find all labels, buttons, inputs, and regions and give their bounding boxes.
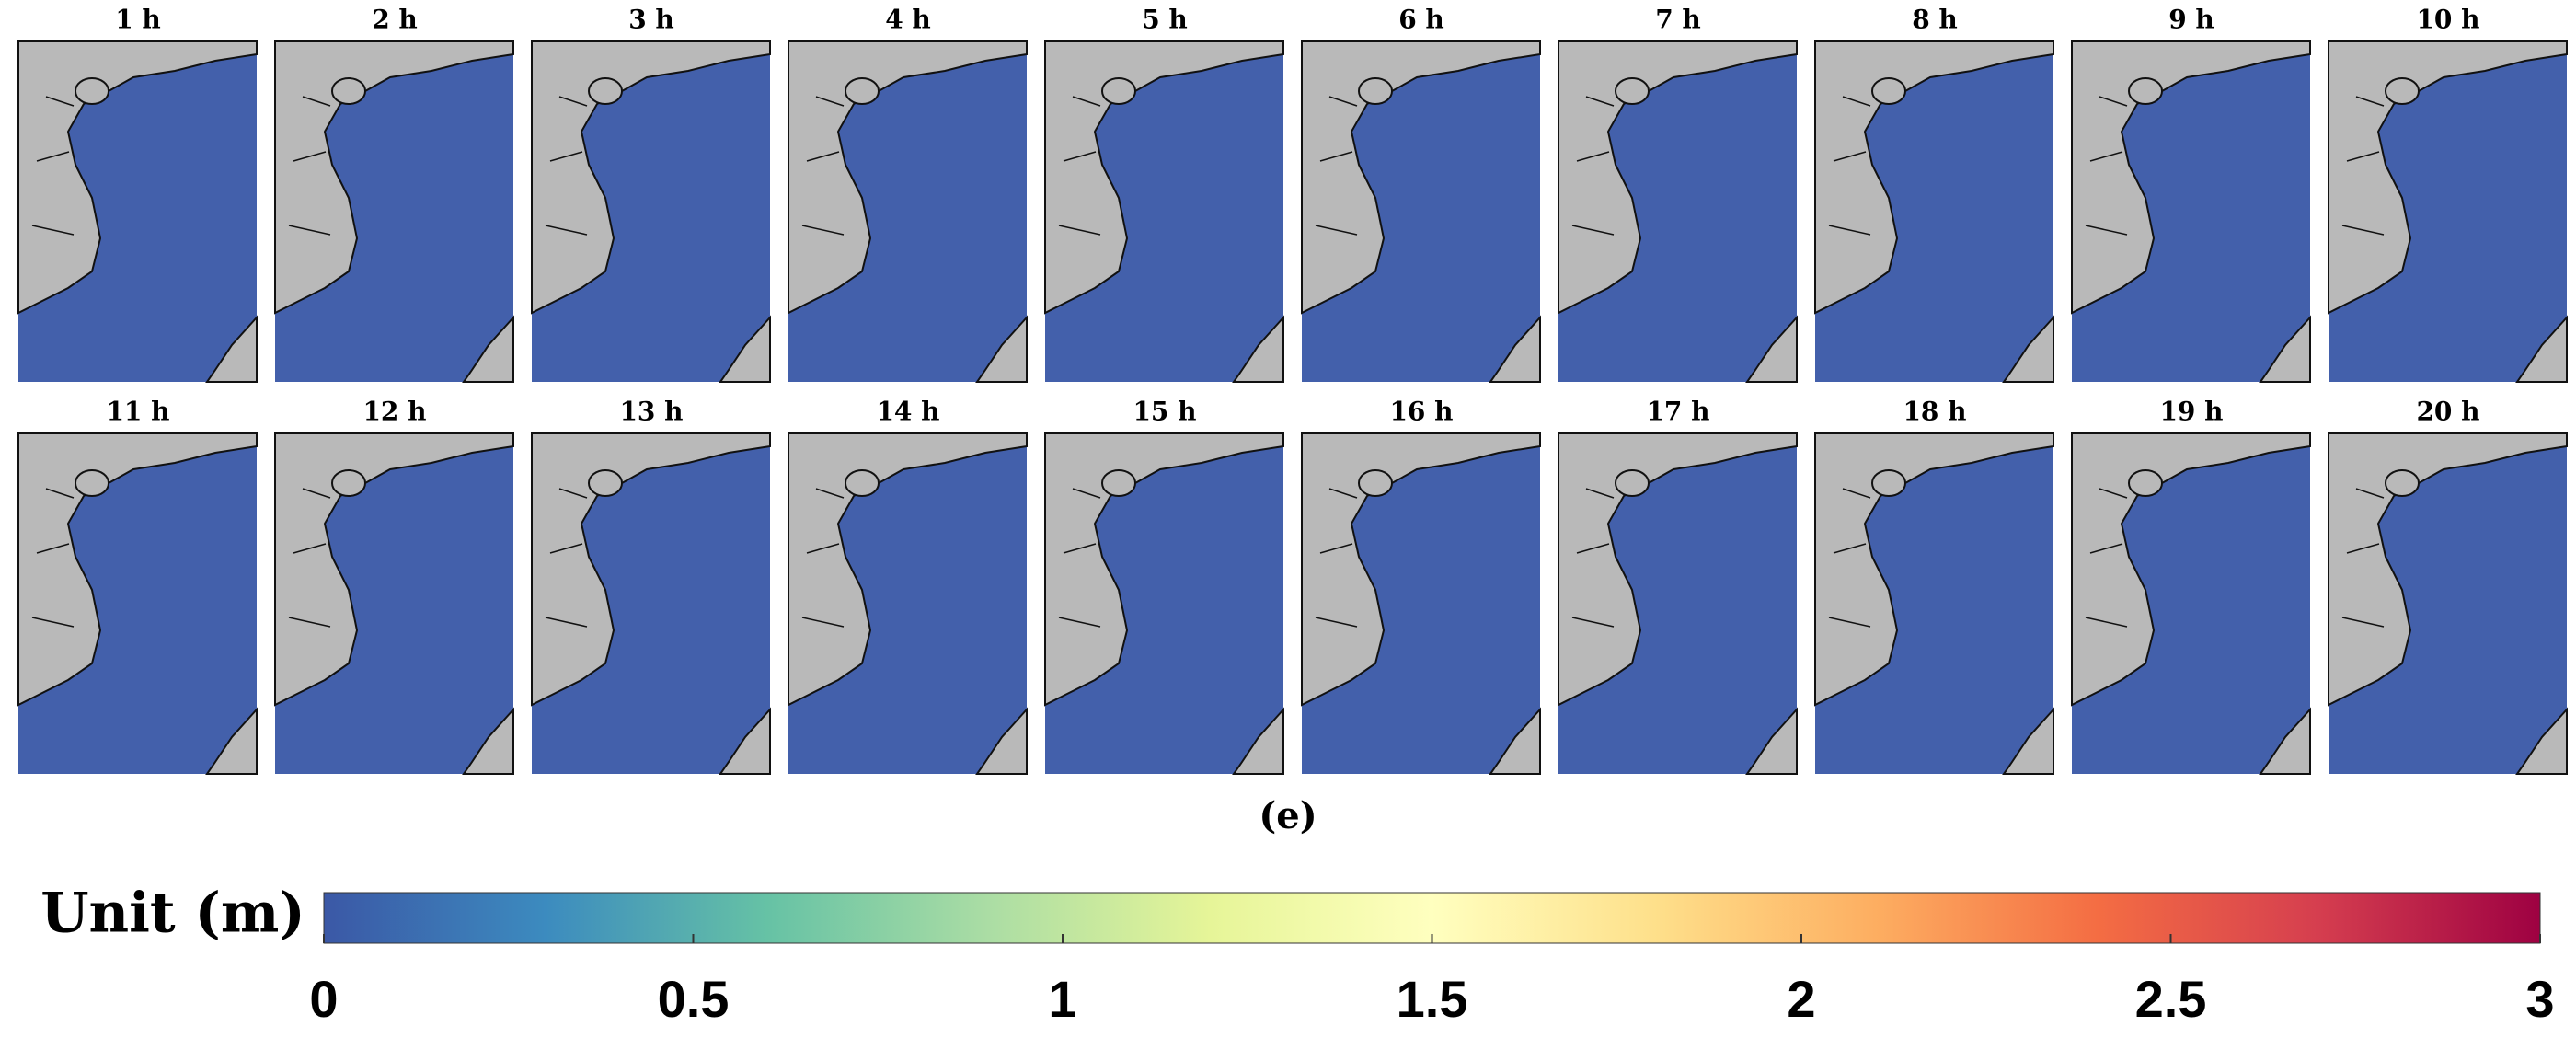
panel-title: 2 h xyxy=(372,5,418,35)
map-panel xyxy=(531,40,771,383)
caption: (e) xyxy=(1259,794,1317,837)
panel-title: 15 h xyxy=(1133,397,1196,427)
map-panel xyxy=(1814,40,2054,383)
colorbar-tick-label: 1 xyxy=(1048,970,1076,1028)
panel-title: 4 h xyxy=(885,5,931,35)
map-panel xyxy=(2071,432,2311,775)
colorbar-label: Unit (m) xyxy=(40,882,305,946)
panel-title: 10 h xyxy=(2416,5,2479,35)
map-panel xyxy=(788,40,1028,383)
panel-title: 5 h xyxy=(1142,5,1188,35)
panel-title: 20 h xyxy=(2416,397,2479,427)
map-panel xyxy=(1044,432,1284,775)
map-panel xyxy=(1044,40,1284,383)
map-panel xyxy=(1558,40,1798,383)
map-panel xyxy=(2328,432,2568,775)
map-panel xyxy=(531,432,771,775)
map-panel xyxy=(17,40,258,383)
panel-title: 1 h xyxy=(115,5,161,35)
panel-title: 9 h xyxy=(2168,5,2214,35)
colorbar-tick-label: 2 xyxy=(1787,970,1815,1028)
panel-title: 18 h xyxy=(1903,397,1966,427)
colorbar-tick-label: 0 xyxy=(309,970,338,1028)
colorbar-tick-label: 1.5 xyxy=(1397,970,1468,1028)
panel-title: 12 h xyxy=(362,397,426,427)
map-panel xyxy=(1814,432,2054,775)
colorbar-tick-label: 2.5 xyxy=(2135,970,2207,1028)
panel-title: 17 h xyxy=(1646,397,1709,427)
colorbar-tick-label: 3 xyxy=(2525,970,2554,1028)
map-panel xyxy=(1558,432,1798,775)
panel-title: 6 h xyxy=(1398,5,1444,35)
map-panel xyxy=(274,40,514,383)
map-panel xyxy=(788,432,1028,775)
panel-title: 13 h xyxy=(619,397,683,427)
panel-title: 14 h xyxy=(876,397,939,427)
map-panel xyxy=(1301,40,1541,383)
map-panel xyxy=(17,432,258,775)
panel-title: 3 h xyxy=(628,5,674,35)
map-panel xyxy=(274,432,514,775)
map-panel xyxy=(2071,40,2311,383)
map-panel xyxy=(1301,432,1541,775)
map-panel xyxy=(2328,40,2568,383)
panel-title: 16 h xyxy=(1389,397,1453,427)
panel-title: 19 h xyxy=(2159,397,2223,427)
panel-title: 7 h xyxy=(1655,5,1701,35)
panel-title: 11 h xyxy=(106,397,169,427)
panel-title: 8 h xyxy=(1912,5,1958,35)
colorbar-tick-label: 0.5 xyxy=(658,970,730,1028)
